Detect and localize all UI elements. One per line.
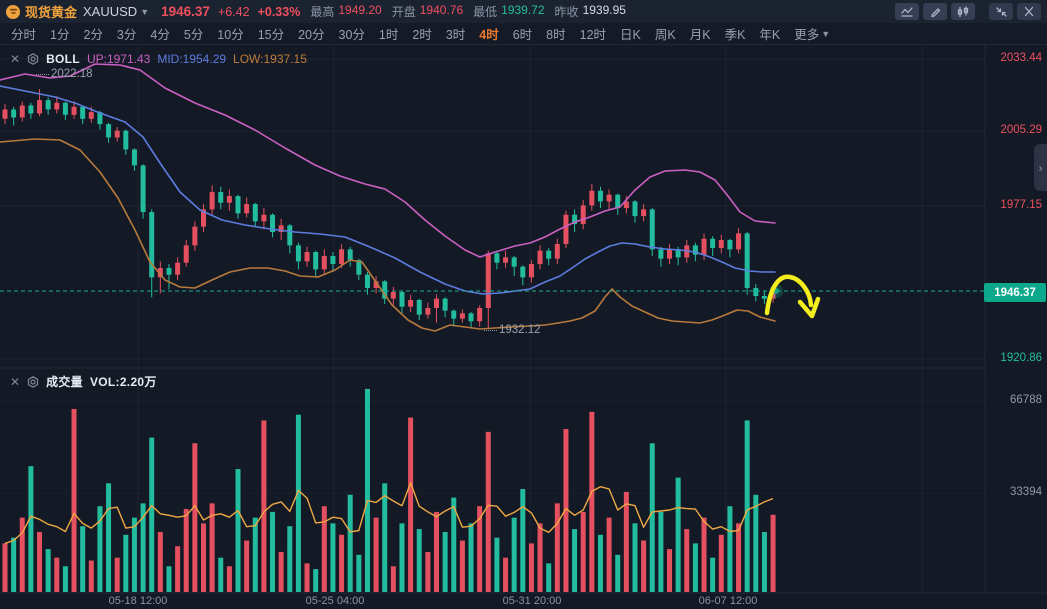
y-axis-price-label: 2005.29 bbox=[1000, 124, 1042, 136]
timeframe-more-menu[interactable]: 更多 ▼ bbox=[794, 28, 831, 42]
timeframe-30分[interactable]: 30分 bbox=[338, 28, 365, 42]
timeframe-1分[interactable]: 1分 bbox=[50, 28, 70, 42]
timeframe-2时[interactable]: 2时 bbox=[412, 28, 432, 42]
chevron-down-icon: ▼ bbox=[821, 28, 831, 39]
price-change: +6.42 bbox=[217, 4, 250, 19]
stat-value: 1940.76 bbox=[419, 3, 464, 17]
symbol-selector[interactable]: XAUUSD ▼ bbox=[83, 4, 149, 19]
volume-axis-label: 33394 bbox=[1010, 486, 1042, 498]
expand-side-panel-tab[interactable]: › bbox=[1034, 144, 1047, 191]
timeframe-季K[interactable]: 季K bbox=[724, 28, 746, 42]
timeframe-2分[interactable]: 2分 bbox=[83, 28, 103, 42]
timeframe-10分[interactable]: 10分 bbox=[217, 28, 244, 42]
remove-volume-icon[interactable]: ✕ bbox=[10, 374, 21, 389]
timeframe-3时[interactable]: 3时 bbox=[445, 28, 466, 42]
y-axis-price-label: 1920.86 bbox=[1000, 352, 1042, 364]
timeframe-月K[interactable]: 月K bbox=[689, 28, 711, 42]
timeframe-3分[interactable]: 3分 bbox=[116, 28, 137, 42]
leader-dots bbox=[36, 73, 49, 75]
timeframe-12时[interactable]: 12时 bbox=[579, 28, 607, 42]
quote-stat: 昨收 1939.95 bbox=[555, 3, 626, 20]
volume-axis-label: 66788 bbox=[1010, 394, 1042, 406]
timeframe-6时[interactable]: 6时 bbox=[512, 28, 533, 42]
stat-label: 最高 bbox=[310, 5, 335, 19]
indicator-name: BOLL bbox=[46, 52, 80, 66]
timeframe-分时[interactable]: 分时 bbox=[11, 28, 37, 42]
stat-value: 1939.72 bbox=[501, 3, 545, 17]
volume-pane-title: 成交量 bbox=[46, 375, 83, 389]
volume-pane-header: ✕ 成交量 VOL:2.20万 bbox=[10, 373, 157, 390]
price-change-pct: +0.33% bbox=[257, 4, 301, 19]
timeframe-日K[interactable]: 日K bbox=[620, 28, 641, 42]
timeframe-年K[interactable]: 年K bbox=[759, 28, 781, 42]
quote-bar: 现货黄金 XAUUSD ▼ 1946.37 +6.42 +0.33% 最高 194… bbox=[0, 0, 1047, 23]
stat-label: 最低 bbox=[473, 5, 498, 19]
quote-stats: 最高 1949.20 开盘 1940.76 最低 1939.72 昨收 1939.95 bbox=[310, 3, 626, 20]
timeframe-1时[interactable]: 1时 bbox=[378, 28, 399, 42]
chart-toolbar bbox=[895, 3, 1041, 20]
indicator-settings-gear-icon[interactable] bbox=[27, 53, 39, 65]
y-axis-price-label: 2033.44 bbox=[1000, 52, 1042, 64]
timeframe-bar: 分时 1分 2分 3分 4分 5分 10分 15分 20分 30分 1时 2时 3时 4时 6时 8时 12时日… bbox=[0, 23, 1047, 45]
quote-stat: 开盘 1940.76 bbox=[392, 3, 463, 20]
symbol-name: 现货黄金 bbox=[25, 5, 78, 20]
swing-low-label: 1932.12 bbox=[484, 324, 541, 336]
leader-dots bbox=[484, 329, 497, 331]
timeframe-8时[interactable]: 8时 bbox=[546, 28, 566, 42]
timeframe-15分[interactable]: 15分 bbox=[257, 28, 285, 42]
close-chart-button[interactable] bbox=[1017, 3, 1041, 20]
quote-stat: 最低 1939.72 bbox=[473, 3, 544, 20]
quote-stat: 最高 1949.20 bbox=[310, 3, 381, 20]
timeframe-5分[interactable]: 5分 bbox=[183, 28, 204, 42]
chevron-down-icon: ▼ bbox=[140, 6, 150, 17]
boll-indicator-header: ✕ BOLL UP:1971.43 MID:1954.29 LOW:1937.1… bbox=[10, 52, 307, 66]
candlestick-mode-button[interactable] bbox=[951, 3, 975, 20]
swing-high-label: 2022.18 bbox=[36, 68, 93, 80]
line-chart-mode-button[interactable] bbox=[895, 3, 919, 20]
boll-up-value: UP:1971.43 bbox=[86, 52, 151, 66]
stat-value: 1939.95 bbox=[582, 3, 626, 17]
stat-label: 开盘 bbox=[391, 5, 416, 19]
boll-mid-value: MID:1954.29 bbox=[157, 52, 227, 66]
boll-low-value: LOW:1937.15 bbox=[233, 52, 307, 66]
timeframe-4分[interactable]: 4分 bbox=[150, 28, 170, 42]
volume-value: VOL:2.20万 bbox=[89, 375, 157, 389]
remove-indicator-icon[interactable]: ✕ bbox=[10, 52, 21, 66]
x-axis-time-label: 05-18 12:00 bbox=[108, 595, 168, 607]
volume-settings-gear-icon[interactable] bbox=[27, 375, 39, 388]
x-axis-time-label: 05-31 20:00 bbox=[502, 595, 562, 607]
draw-pencil-button[interactable] bbox=[923, 3, 947, 20]
x-axis-time-label: 05-25 04:00 bbox=[305, 595, 365, 607]
current-price-badge: 1946.37 bbox=[984, 283, 1046, 302]
gold-coin-icon bbox=[6, 4, 20, 19]
timeframe-4时[interactable]: 4时 bbox=[479, 28, 499, 42]
last-price: 1946.37 bbox=[161, 4, 210, 19]
collapse-panel-button[interactable] bbox=[989, 3, 1013, 20]
x-axis-time-label: 06-07 12:00 bbox=[698, 595, 758, 607]
stat-value: 1949.20 bbox=[338, 3, 382, 17]
symbol-code: XAUUSD bbox=[83, 4, 138, 19]
timeframe-20分[interactable]: 20分 bbox=[298, 28, 325, 42]
timeframe-周K[interactable]: 周K bbox=[654, 28, 676, 42]
y-axis-price-label: 1977.15 bbox=[1000, 199, 1042, 211]
stat-label: 昨收 bbox=[554, 5, 579, 19]
